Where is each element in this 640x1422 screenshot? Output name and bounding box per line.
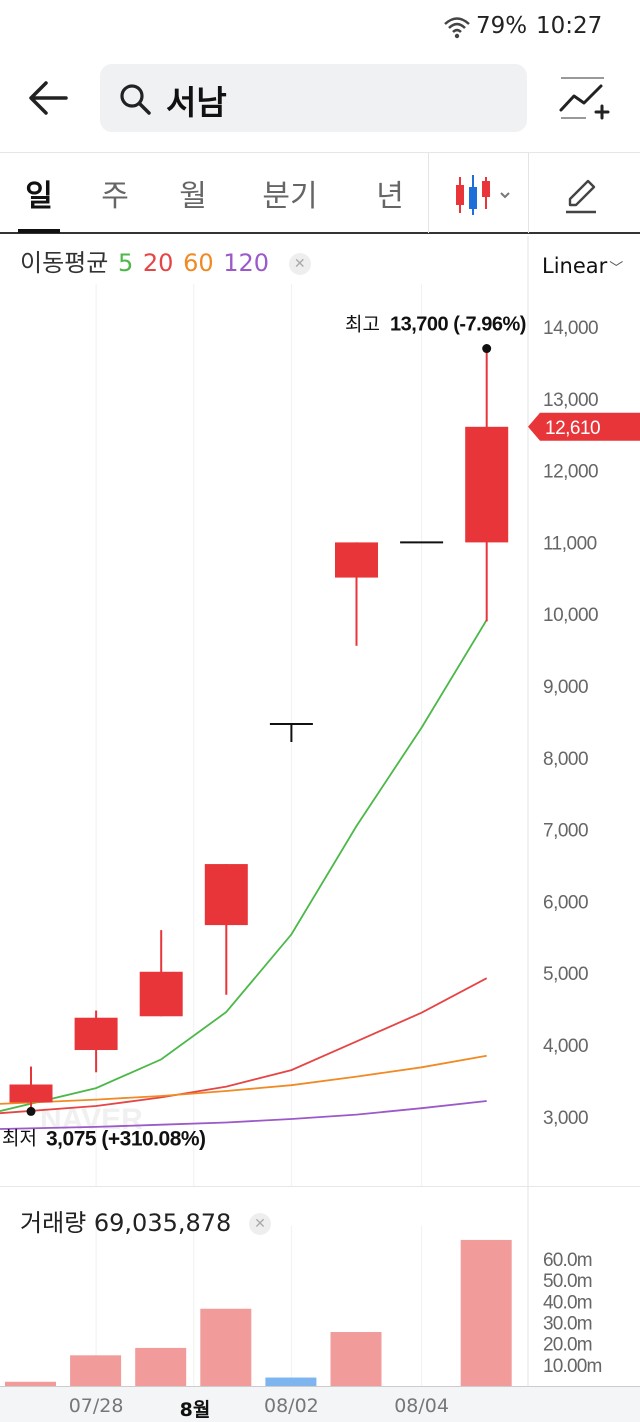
period-tabs: 일 주 월 분기 년	[0, 152, 640, 234]
volume-tick-label: 20.0m	[543, 1335, 592, 1356]
y-tick-label: 3,000	[543, 1108, 588, 1129]
status-bar: 79% 10:27	[0, 0, 640, 54]
tab-divider	[428, 153, 429, 233]
chart-compare-icon[interactable]	[556, 74, 610, 124]
y-tick-label: 6,000	[543, 892, 588, 913]
moving-average-legend[interactable]: 이동평균 5 20 60 120 ✕	[20, 243, 313, 278]
candle-body	[139, 971, 183, 1017]
volume-label: 거래량	[20, 1209, 87, 1237]
volume-bar	[460, 1239, 512, 1386]
y-tick-label: 9,000	[543, 677, 588, 698]
ma-legend-title: 이동평균	[20, 249, 109, 277]
volume-bar	[265, 1377, 317, 1386]
low-value: 3,075 (+310.08%)	[46, 1127, 206, 1150]
volume-tick-label: 10.00m	[543, 1356, 602, 1377]
y-tick-label: 8,000	[543, 749, 588, 770]
y-tick-label: 12,000	[543, 462, 598, 483]
active-tab-indicator	[18, 229, 60, 233]
clock: 10:27	[536, 13, 603, 39]
ma-120-label: 120	[223, 249, 270, 277]
search-header: 서남	[0, 54, 640, 150]
tab-quarterly[interactable]: 분기	[262, 179, 318, 214]
high-label: 최고	[345, 314, 380, 336]
search-input[interactable]: 서남	[100, 64, 527, 132]
candle-body	[74, 1017, 118, 1051]
x-tick-label: 8월	[179, 1399, 211, 1421]
high-value: 13,700 (-7.96%)	[390, 314, 526, 336]
ma-line-20	[0, 977, 488, 1115]
y-tick-label: 7,000	[543, 821, 588, 842]
close-icon[interactable]: ✕	[288, 253, 311, 275]
ma-line-120	[0, 1100, 487, 1130]
ma-line-5	[0, 619, 488, 1112]
y-tick-label: 4,000	[543, 1036, 588, 1057]
date-axis: 07/28 8월 08/02 08/04	[0, 1386, 640, 1422]
back-arrow-icon[interactable]	[22, 72, 74, 124]
tab-yearly[interactable]: 년	[376, 179, 404, 214]
ma-20-label: 20	[142, 249, 174, 277]
x-tick-label: 08/04	[394, 1395, 449, 1417]
tab-weekly[interactable]: 주	[101, 179, 129, 214]
tab-divider	[528, 153, 529, 233]
x-tick-label: 08/02	[264, 1395, 319, 1417]
chevron-down-icon	[500, 192, 510, 199]
volume-value: 69,035,878	[93, 1209, 232, 1237]
candle-body	[9, 1084, 53, 1103]
y-tick-label: 11,000	[543, 533, 597, 554]
ma-60-label: 60	[183, 249, 214, 277]
ma-5-label: 5	[117, 249, 134, 277]
candle-body	[335, 542, 378, 578]
candlestick-icon[interactable]	[452, 173, 516, 217]
chevron-down-icon: ﹀	[609, 261, 624, 277]
volume-tick-label: 60.0m	[543, 1250, 592, 1271]
y-tick-label: 10,000	[543, 605, 598, 626]
volume-tick-label: 50.0m	[543, 1271, 592, 1292]
volume-bar	[70, 1355, 122, 1386]
y-tick-label: 5,000	[543, 964, 588, 985]
x-tick-label: 07/28	[68, 1395, 124, 1417]
search-icon	[120, 84, 151, 115]
low-label: 최저	[2, 1127, 37, 1149]
tab-monthly[interactable]: 월	[179, 179, 207, 214]
candle-body	[465, 426, 509, 543]
pencil-icon[interactable]	[562, 175, 600, 215]
high-marker	[482, 344, 492, 354]
volume-bar	[135, 1347, 187, 1386]
wifi-icon	[444, 17, 470, 39]
ma-line-60	[0, 1054, 487, 1105]
volume-bar	[200, 1308, 252, 1386]
y-tick-label: 14,000	[543, 318, 598, 339]
battery-percent: 79%	[476, 13, 528, 39]
current-price-tag	[528, 412, 640, 441]
scale-select[interactable]: Linear ﹀	[542, 254, 623, 278]
search-query-text: 서남	[166, 83, 227, 122]
price-chart[interactable]: NAVER14,00013,00012,00011,00010,0009,000…	[0, 236, 640, 1186]
volume-tick-label: 40.0m	[543, 1292, 592, 1313]
candle-body	[204, 864, 248, 926]
y-tick-label: 13,000	[543, 390, 598, 411]
volume-legend: 거래량 69,035,878 ✕	[20, 1203, 271, 1238]
volume-tick-label: 30.0m	[543, 1314, 592, 1335]
current-price-label: 12,610	[545, 418, 600, 439]
low-marker	[26, 1106, 36, 1116]
tab-daily[interactable]: 일	[25, 179, 53, 214]
scale-label: Linear	[542, 254, 608, 278]
close-icon[interactable]: ✕	[248, 1213, 271, 1235]
volume-bar	[5, 1381, 56, 1386]
volume-bar	[330, 1332, 382, 1386]
